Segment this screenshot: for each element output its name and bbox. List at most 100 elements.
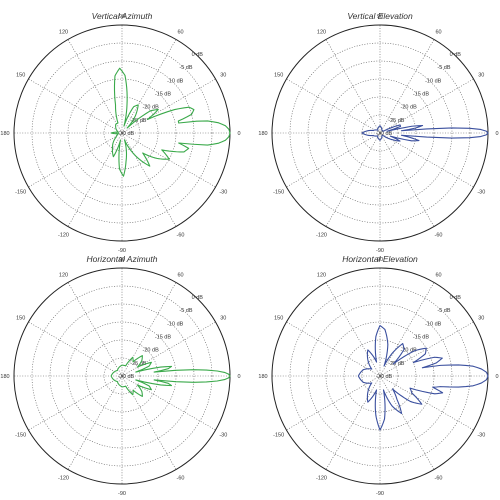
angle-tick-label: 0 [495, 374, 498, 380]
angle-tick-label: 180 [0, 131, 9, 137]
pattern-point [480, 382, 482, 384]
pattern-point [375, 415, 377, 416]
pattern-point [218, 142, 220, 144]
pattern-point [379, 125, 381, 127]
pattern-point [175, 381, 177, 382]
pattern-point [377, 135, 379, 137]
pattern-point [120, 139, 121, 141]
angle-tick-label: -120 [58, 232, 69, 238]
angle-tick-label: -90 [118, 248, 126, 254]
pattern-point [439, 365, 441, 366]
pattern-point [382, 130, 384, 132]
pattern-point [141, 391, 143, 392]
pattern-point [207, 120, 208, 122]
pattern-point [229, 375, 231, 377]
vertical-elevation-panel: Vertical Elevation 90 60 30 0 -30 -60 -90 -120 -… [258, 11, 498, 254]
pattern-point [409, 401, 411, 402]
pattern-point [137, 104, 139, 106]
db-tick-label: -5 dB [437, 65, 450, 71]
angle-tick-label: 60 [177, 30, 183, 36]
pattern-point [141, 360, 143, 361]
pattern-point [110, 375, 112, 377]
pattern-point [126, 127, 128, 129]
pattern-point [377, 129, 379, 131]
axis-labels: 90 60 30 0 -30 -60 -90 -120 -150 180 150 120 0 dB -5 … [258, 257, 498, 497]
angle-tick-label: 60 [435, 30, 441, 36]
pattern-point [409, 387, 411, 389]
pattern-point [486, 371, 487, 373]
db-tick-label: -30 dB [376, 131, 393, 137]
pattern-point [207, 144, 208, 146]
pattern-point [229, 132, 231, 134]
pattern-point [458, 386, 459, 388]
pattern-point [110, 132, 112, 134]
angle-tick-label: -120 [316, 475, 327, 481]
pattern-point [381, 129, 383, 131]
angle-tick-label: 120 [317, 273, 326, 279]
pattern-point [381, 135, 383, 137]
pattern-point [225, 125, 226, 127]
grid-ring [325, 321, 435, 431]
grid-ring [103, 114, 141, 152]
db-tick-label: -25 dB [130, 361, 147, 367]
pattern-point [137, 384, 138, 386]
pattern-point [487, 375, 489, 377]
grid-ring [307, 60, 453, 206]
pattern-point [153, 379, 155, 381]
angle-tick-label: -120 [58, 475, 69, 481]
angle-tick-label: -30 [219, 433, 227, 439]
pattern-point [125, 161, 127, 162]
grid-ring [307, 303, 453, 449]
pattern-point [216, 380, 218, 382]
angle-tick-label: -30 [477, 433, 485, 439]
pattern-point [115, 104, 116, 106]
db-tick-label: -20 dB [143, 105, 160, 111]
grid-ring [31, 285, 213, 467]
grid-ring [343, 96, 417, 170]
pattern-point [167, 382, 169, 384]
pattern-point [228, 377, 229, 379]
pattern-point [132, 389, 134, 391]
grid-spoke [67, 132, 123, 227]
pattern-point [415, 127, 416, 129]
pattern-point [151, 361, 152, 363]
db-tick-label: -30 dB [118, 131, 135, 137]
pattern-point [160, 384, 161, 386]
angle-tick-label: 90 [377, 257, 383, 263]
grid-spoke [325, 375, 381, 470]
pattern-point [384, 418, 385, 420]
pattern-point [218, 122, 220, 124]
pattern-point [118, 131, 119, 133]
angle-tick-label: 180 [258, 131, 267, 137]
pattern-point [137, 366, 138, 368]
db-tick-label: 0 dB [450, 295, 462, 301]
pattern-point [228, 373, 229, 375]
angle-tick-label: 150 [16, 73, 25, 79]
pattern-point [150, 110, 151, 112]
pattern-point [422, 125, 423, 126]
pattern-point [399, 124, 401, 126]
pattern-point [125, 365, 127, 367]
pattern-point [383, 365, 385, 367]
pattern-point [117, 381, 118, 382]
angle-tick-label: 120 [59, 30, 68, 36]
db-tick-label: -20 dB [401, 105, 418, 111]
pattern-point [171, 366, 172, 367]
chart-title: Vertical Elevation [347, 11, 413, 21]
pattern-point [439, 386, 441, 387]
pattern-point [486, 379, 487, 381]
angle-tick-label: -60 [435, 475, 443, 481]
pattern-point [160, 366, 161, 368]
pattern-point [121, 386, 123, 388]
radiation-pattern-series [110, 67, 231, 177]
pattern-point [135, 379, 137, 381]
db-tick-label: -20 dB [143, 348, 160, 354]
angle-tick-label: 120 [317, 30, 326, 36]
grid-spoke [379, 375, 435, 470]
pattern-point [193, 369, 195, 371]
pattern-point [396, 398, 398, 400]
pattern-point [424, 353, 426, 355]
angle-tick-label: -60 [177, 232, 185, 238]
pattern-point [178, 142, 180, 144]
db-tick-label: -25 dB [130, 118, 147, 124]
